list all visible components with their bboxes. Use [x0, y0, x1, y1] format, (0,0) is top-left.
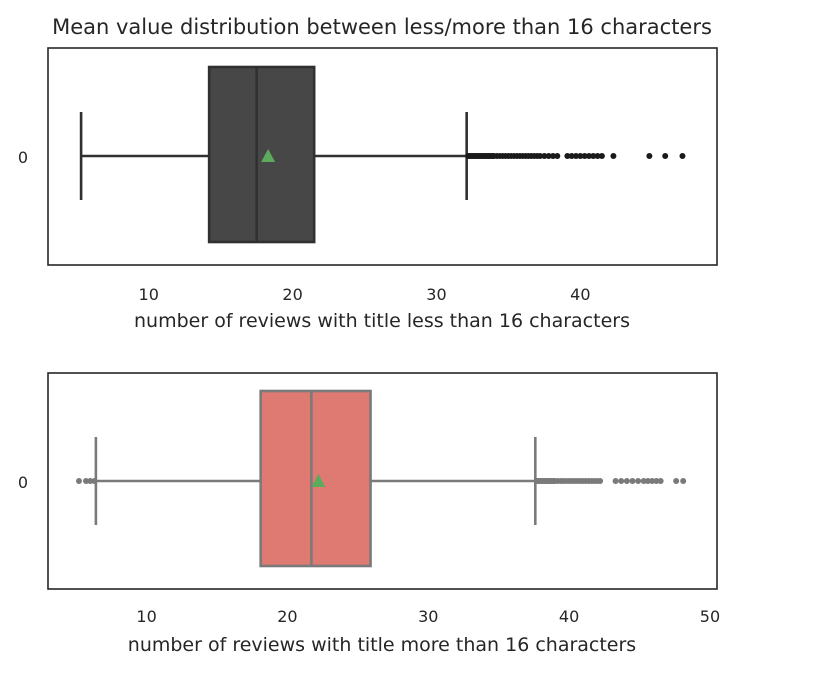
outlier-point — [673, 478, 680, 484]
outlier-point — [646, 153, 653, 159]
outlier-point — [564, 153, 571, 159]
x-tick-label: 50 — [700, 607, 720, 626]
x-tick-label: 10 — [139, 285, 159, 304]
x-ticks: 10 20 30 40 50 — [136, 607, 720, 626]
iqr-box — [207, 65, 316, 244]
mean-marker — [261, 149, 276, 162]
outlier-point — [644, 478, 651, 484]
outlier-point — [594, 153, 601, 159]
boxplot-marks — [75, 389, 687, 568]
x-tick-label: 10 — [136, 607, 156, 626]
outlier-point — [545, 153, 552, 159]
outlier-point — [541, 153, 548, 159]
outlier-point — [91, 478, 98, 484]
figure-title: Mean value distribution between less/mor… — [52, 15, 712, 39]
y-tick-label: 0 — [18, 473, 28, 492]
mean-marker — [311, 474, 326, 487]
outlier-point — [87, 478, 94, 484]
plot-more-than-16: 0 10 20 30 40 50 number of reviews with titl… — [18, 372, 720, 656]
outlier-point — [653, 478, 660, 484]
outlier-point — [649, 478, 656, 484]
outlier-point — [640, 478, 647, 484]
x-tick-label: 40 — [570, 285, 590, 304]
outlier-point — [554, 153, 561, 159]
boxplot-marks — [79, 65, 686, 244]
plot-frame — [47, 47, 718, 266]
plot-frame — [47, 372, 718, 590]
outlier-point — [585, 153, 592, 159]
x-axis-label: number of reviews with title more than 1… — [128, 634, 636, 656]
x-axis-label: number of reviews with title less than 1… — [134, 310, 630, 332]
outlier-point — [629, 478, 636, 484]
x-tick-label: 20 — [277, 607, 297, 626]
outlier-point — [612, 478, 619, 484]
outlier-point — [680, 478, 687, 484]
outlier-point — [581, 153, 588, 159]
outlier-point — [679, 153, 686, 159]
x-ticks: 10 20 30 40 — [139, 285, 591, 304]
plot-less-than-16: 0 10 20 30 40 number of reviews with title … — [18, 47, 718, 332]
y-tick-label: 0 — [18, 148, 28, 167]
x-tick-label: 20 — [282, 285, 302, 304]
iqr-box — [259, 389, 372, 568]
outlier-point — [598, 153, 605, 159]
x-tick-label: 40 — [559, 607, 579, 626]
outlier-point — [83, 478, 90, 484]
outlier-point — [618, 478, 625, 484]
x-tick-label: 30 — [418, 607, 438, 626]
outlier-point — [657, 478, 664, 484]
outlier-point — [573, 153, 580, 159]
outlier-point — [662, 153, 669, 159]
x-tick-label: 30 — [426, 285, 446, 304]
outlier-point — [549, 153, 556, 159]
outlier-point — [623, 478, 630, 484]
outlier-point — [635, 478, 642, 484]
outlier-point — [610, 153, 617, 159]
outlier-point — [577, 153, 584, 159]
outlier-point — [537, 153, 544, 159]
outlier-point — [75, 478, 82, 484]
outlier-point — [597, 478, 604, 484]
outlier-point — [568, 153, 575, 159]
outlier-point — [590, 153, 597, 159]
